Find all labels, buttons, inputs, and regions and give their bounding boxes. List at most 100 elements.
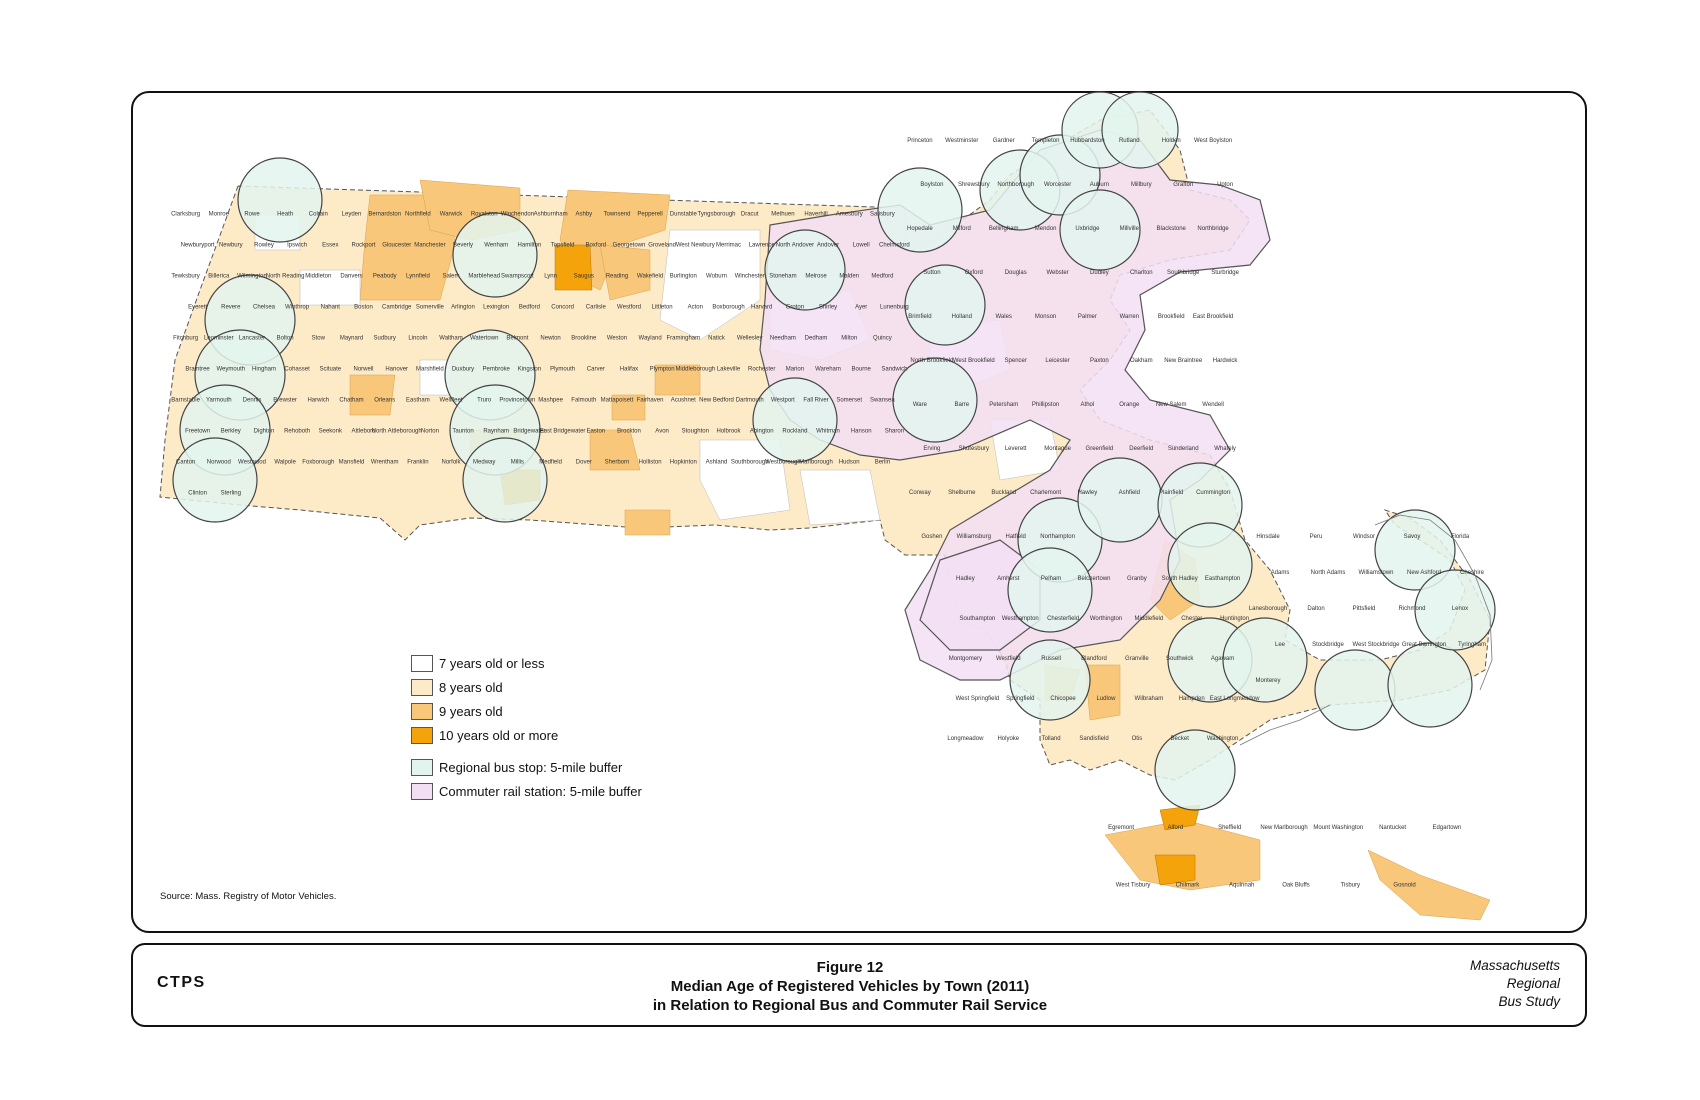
town-label: Belmont — [506, 336, 528, 342]
town-label: Monterey — [1255, 678, 1280, 684]
town-label: Bernardston — [368, 212, 401, 218]
title-block — [131, 943, 1587, 1027]
town-label: Winchendon — [501, 212, 534, 218]
town-label: Clinton — [188, 491, 207, 497]
town-label: Windsor — [1353, 534, 1375, 540]
town-label: Melrose — [805, 274, 827, 280]
town-label: Aquinnah — [1229, 882, 1254, 888]
town-label: Hamilton — [518, 243, 542, 249]
town-label: Millbury — [1131, 182, 1152, 188]
town-label: Pembroke — [483, 367, 511, 373]
town-label: Needham — [770, 336, 796, 342]
town-label: Goshen — [921, 534, 942, 540]
town-label: Northborough — [997, 182, 1034, 188]
town-label: Ashfield — [1119, 490, 1140, 496]
town-label: Chicopee — [1050, 696, 1076, 702]
town-label: Westwood — [238, 460, 266, 466]
town-label: Easton — [586, 429, 605, 435]
town-label: South Hadley — [1162, 576, 1198, 582]
town-label: Millville — [1120, 226, 1140, 232]
town-label: Falmouth — [571, 398, 596, 404]
town-label: Wareham — [815, 367, 841, 373]
town-label: Milton — [841, 336, 857, 342]
legend-label: 9 years old — [439, 704, 503, 719]
town-label: Wilbraham — [1135, 696, 1164, 702]
town-label: Whately — [1214, 446, 1236, 452]
town-label: Warwick — [440, 212, 463, 218]
town-label: Ashburnham — [534, 212, 568, 218]
town-label: Monroe — [209, 212, 230, 218]
town-label: Lancaster — [239, 336, 265, 342]
town-label: Athol — [1081, 402, 1095, 408]
town-label: Northbridge — [1197, 226, 1229, 232]
town-label: Longmeadow — [947, 736, 984, 742]
town-label: Yarmouth — [206, 398, 232, 404]
town-label: Becket — [1171, 736, 1190, 742]
town-label: Sterling — [221, 491, 241, 497]
town-label: Walpole — [274, 460, 296, 466]
figure-number: Figure 12 — [816, 959, 884, 976]
town-label: Scituate — [319, 367, 341, 373]
town-label: Nantucket — [1379, 825, 1406, 831]
town-label: Ashby — [575, 212, 592, 218]
town-label: Sharon — [885, 429, 904, 435]
town-label: Marlborough — [799, 460, 833, 466]
town-label: Hubbardston — [1070, 138, 1104, 144]
town-label: Brimfield — [908, 314, 931, 320]
town-label: Charlemont — [1030, 490, 1061, 496]
town-label: East Bridgewater — [540, 429, 586, 435]
town-label: Gloucester — [382, 243, 411, 249]
town-label: Shrewsbury — [958, 182, 990, 188]
town-label: New Ashford — [1407, 570, 1441, 576]
town-label: Uxbridge — [1075, 226, 1100, 232]
town-label: Fall River — [803, 398, 828, 404]
town-label: Newburyport — [181, 243, 215, 249]
town-label: Oakham — [1130, 358, 1153, 364]
town-label: Amherst — [997, 576, 1020, 582]
town-label: Monson — [1035, 314, 1056, 320]
town-label: Raynham — [483, 429, 509, 435]
town-label: Newbury — [219, 243, 243, 249]
town-label: Dudley — [1090, 270, 1109, 276]
town-label: Lenox — [1452, 606, 1468, 612]
town-label: Acushnet — [671, 398, 696, 404]
town-label: Agawam — [1211, 656, 1234, 662]
town-label: West Newbury — [676, 243, 715, 249]
town-label: Plymouth — [550, 367, 575, 373]
town-label: Granville — [1125, 656, 1149, 662]
town-label: Holland — [952, 314, 972, 320]
town-label: Heath — [277, 212, 293, 218]
town-label: Wrentham — [371, 460, 399, 466]
town-label: Peru — [1310, 534, 1323, 540]
town-label: Easthampton — [1205, 576, 1240, 582]
town-label: Middleborough — [675, 367, 715, 373]
town-label: Alford — [1168, 825, 1184, 831]
town-label: Mansfield — [339, 460, 365, 466]
town-label: Wayland — [639, 336, 662, 342]
town-label: West Stockbridge — [1353, 642, 1401, 648]
town-label: Framingham — [666, 336, 700, 342]
town-label: Orleans — [374, 398, 395, 404]
town-label: Douglas — [1005, 270, 1027, 276]
figure-title-line-2: in Relation to Regional Bus and Commuter… — [652, 997, 1048, 1014]
legend-item-9-years: 9 years old — [411, 703, 503, 720]
legend-item-bus-buffer: Regional bus stop: 5-mile buffer — [411, 759, 622, 776]
town-label: Hawley — [1078, 490, 1098, 496]
town-label: Auburn — [1090, 182, 1109, 188]
town-label: Brewster — [273, 398, 297, 404]
town-label: North Attleborough — [372, 429, 422, 435]
town-label: Medford — [871, 274, 893, 280]
town-label: Chesterfield — [1047, 616, 1079, 622]
legend-label: 8 years old — [439, 680, 503, 695]
town-label: Mendon — [1035, 226, 1057, 232]
town-label: Duxbury — [452, 367, 474, 373]
town-label: Southborough — [731, 460, 769, 466]
town-label: Erving — [923, 446, 940, 452]
legend-item-8-years: 8 years old — [411, 679, 503, 696]
town-label: Granby — [1127, 576, 1147, 582]
town-label: Bolton — [277, 336, 294, 342]
town-label: Springfield — [1006, 696, 1034, 702]
town-label: Leverett — [1005, 446, 1027, 452]
town-label: Grafton — [1173, 182, 1193, 188]
town-label: New Braintree — [1164, 358, 1203, 364]
